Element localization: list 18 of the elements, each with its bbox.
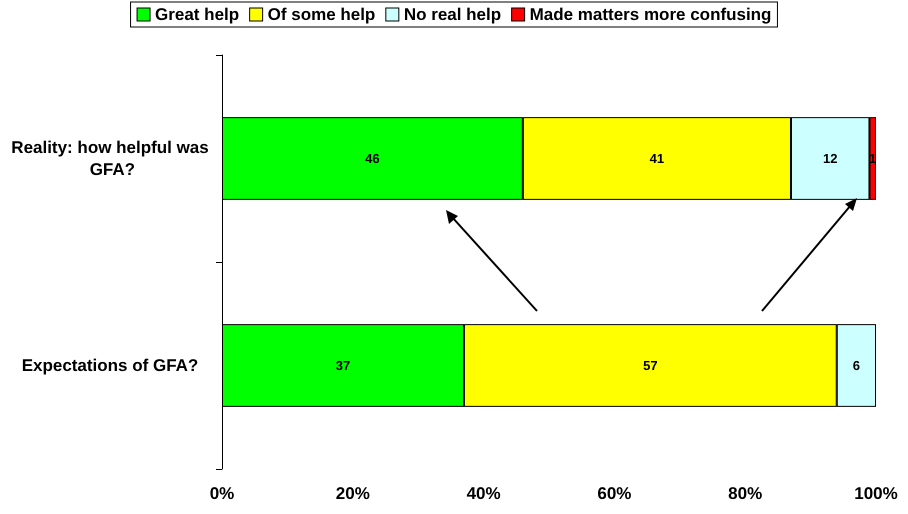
data-label: 6 [852,358,860,373]
data-label: 37 [336,358,350,373]
x-tick-label: 60% [597,484,632,503]
x-tick-label: 0% [210,484,234,503]
y-tick-label: Expectations of GFA? [22,356,198,375]
legend-label: Made matters more confusing [530,5,772,24]
x-tick-label: 100% [854,484,898,503]
y-tick-label: Reality: how helpful was GFA? [11,138,209,179]
x-tick-label: 40% [466,484,501,503]
data-label: 57 [643,358,658,373]
legend-label: Great help [155,5,240,24]
data-label: 46 [365,151,380,166]
x-tick-label: 20% [336,484,370,503]
data-label: 41 [650,151,664,166]
legend-label: No real help [404,5,502,24]
legend-label: Of some help [268,5,376,24]
x-tick-label: 80% [728,484,762,503]
data-label: 12 [822,151,838,166]
